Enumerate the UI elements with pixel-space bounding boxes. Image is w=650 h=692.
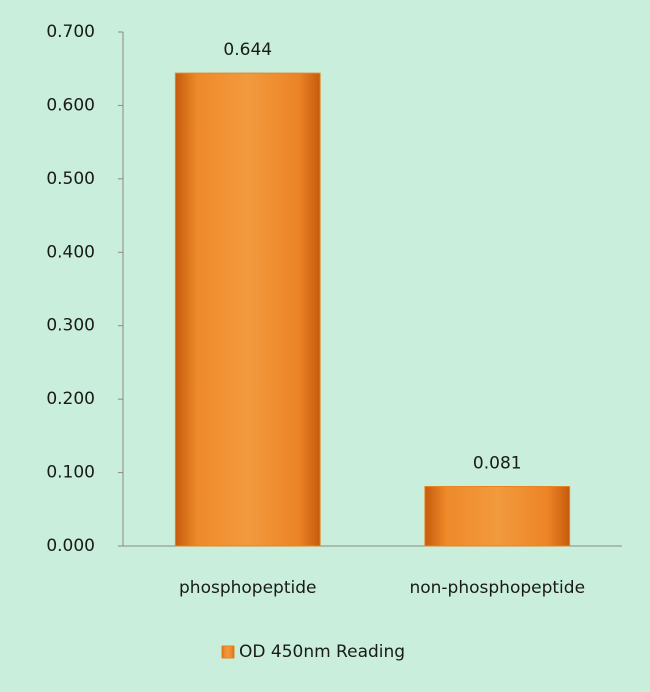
value-label: 0.081 <box>473 454 522 474</box>
y-tick-label: 0.400 <box>46 242 95 262</box>
legend-swatch <box>221 645 235 659</box>
legend-label: OD 450nm Reading <box>239 642 405 662</box>
y-tick-label: 0.700 <box>46 22 95 42</box>
y-tick-label: 0.100 <box>46 463 95 483</box>
x-tick-label: non-phosphopeptide <box>409 578 585 598</box>
bar <box>424 486 571 547</box>
y-tick-label: 0.200 <box>46 389 95 409</box>
y-tick-label: 0.500 <box>46 169 95 189</box>
y-tick-label: 0.000 <box>46 536 95 556</box>
bar <box>174 72 321 547</box>
y-tick-label: 0.300 <box>46 316 95 336</box>
y-tick-label: 0.600 <box>46 95 95 115</box>
value-label: 0.644 <box>223 40 272 60</box>
x-tick-label: phosphopeptide <box>179 578 316 598</box>
